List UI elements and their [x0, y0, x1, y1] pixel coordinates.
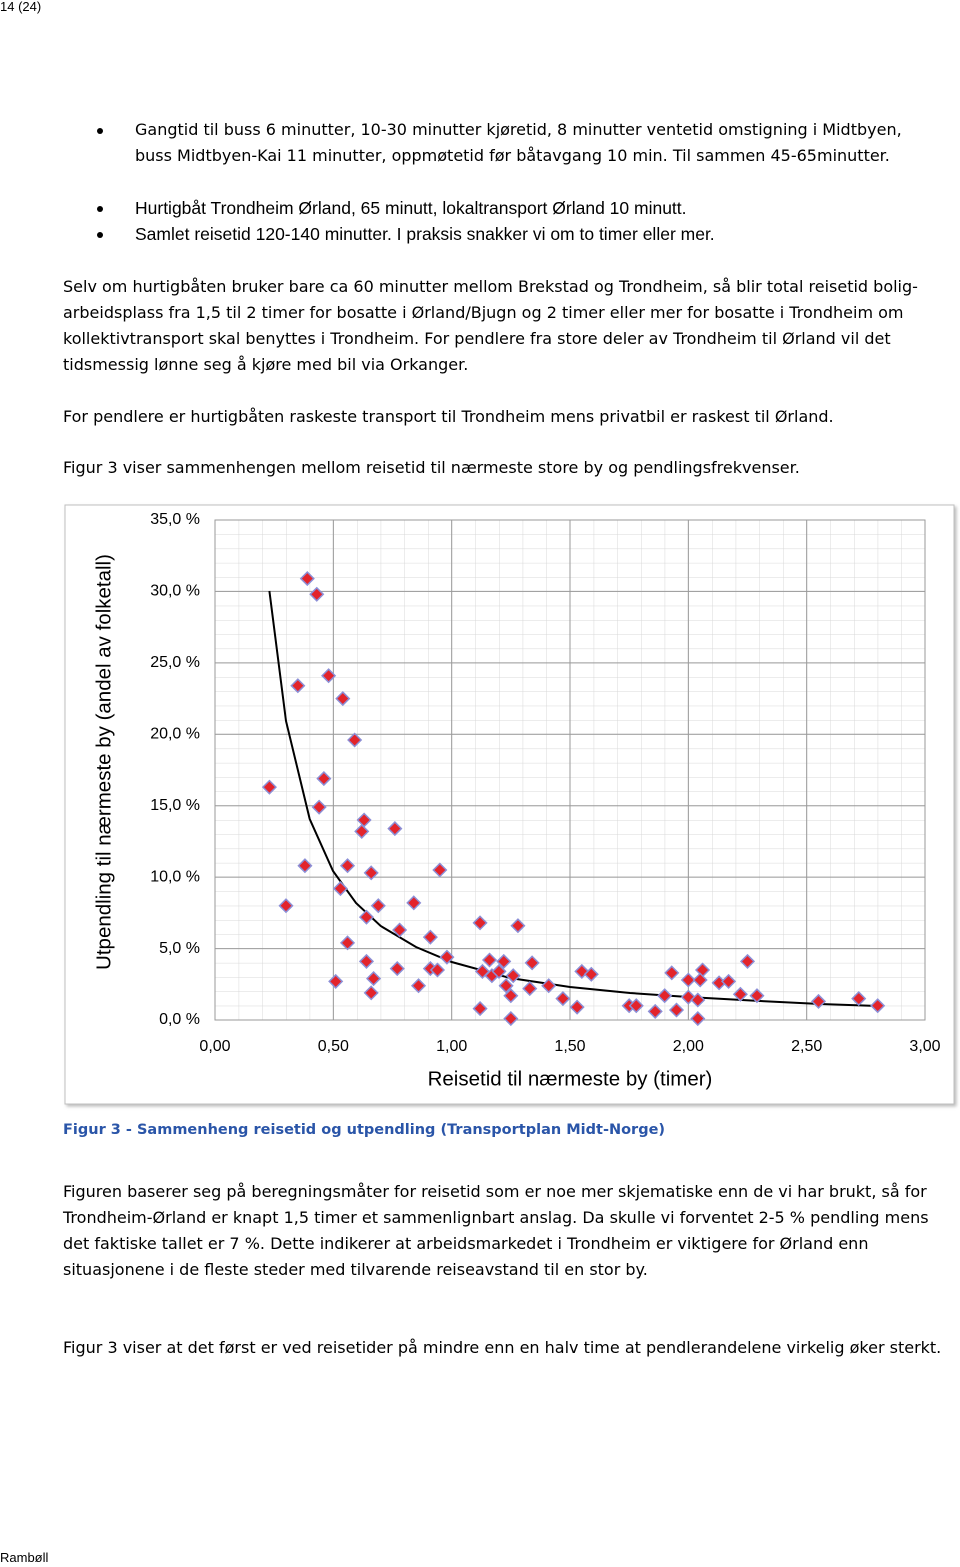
x-tick-label: 1,50 — [554, 1038, 585, 1055]
paragraph: Figur 3 viser at det først er ved reiset… — [63, 1338, 942, 1357]
data-point — [432, 862, 448, 878]
data-point — [410, 978, 427, 994]
data-point — [569, 999, 585, 1015]
page-number: 14 (24) — [0, 0, 42, 14]
x-tick-label: 2,50 — [791, 1038, 822, 1055]
bullet-text: Hurtigbåt Trondheim Ørland, 65 minutt, l… — [135, 198, 687, 218]
data-point — [321, 668, 337, 684]
data-point — [328, 973, 344, 989]
data-point — [732, 986, 748, 1002]
bullet-dot — [97, 232, 103, 238]
data-point — [358, 953, 375, 969]
data-point — [851, 991, 867, 1007]
data-point — [749, 988, 765, 1004]
data-point — [503, 1011, 519, 1027]
data-point — [668, 1002, 685, 1018]
data-point — [481, 952, 498, 968]
bullet-dot — [97, 128, 103, 134]
data-point — [692, 972, 708, 988]
data-point — [389, 961, 405, 977]
paragraph: For pendlere er hurtigbåten raskeste tra… — [63, 407, 834, 426]
data-point — [332, 881, 348, 897]
data-point — [657, 988, 673, 1004]
data-point — [574, 963, 590, 979]
data-point — [297, 858, 313, 874]
data-point — [387, 821, 403, 837]
data-point — [680, 972, 696, 988]
data-point — [363, 865, 379, 881]
data-point — [261, 779, 277, 795]
data-point — [339, 858, 356, 874]
data-point — [739, 953, 756, 969]
y-axis-title: Utpendling til nærmeste by (andel av fol… — [92, 554, 115, 970]
y-tick-label: 20,0 % — [150, 726, 200, 743]
data-point — [496, 953, 512, 969]
bullet-text: Gangtid til buss 6 minutter, 10-30 minut… — [135, 120, 902, 165]
data-point — [555, 991, 571, 1007]
data-point — [366, 971, 382, 987]
data-point — [358, 909, 375, 925]
data-point — [299, 571, 315, 587]
figure-caption: Figur 3 - Sammenheng reisetid og utpendl… — [63, 1122, 666, 1138]
x-tick-label: 1,00 — [436, 1038, 467, 1055]
data-point — [406, 895, 422, 911]
y-tick-label: 35,0 % — [150, 511, 200, 528]
x-tick-label: 0,50 — [318, 1038, 349, 1055]
data-point — [690, 1011, 706, 1027]
bullet-dot — [97, 206, 103, 212]
data-point — [647, 1003, 663, 1019]
data-point — [498, 978, 514, 994]
data-point — [505, 968, 521, 984]
data-point — [422, 929, 438, 945]
data-point — [335, 691, 351, 707]
paragraph: Selv om hurtigbåten bruker bare ca 60 mi… — [63, 277, 918, 374]
y-tick-label: 30,0 % — [150, 583, 200, 600]
data-point — [472, 915, 488, 931]
footer: Rambøll — [0, 1550, 49, 1565]
data-point — [664, 965, 680, 981]
data-point — [503, 988, 519, 1004]
data-point — [316, 771, 332, 787]
y-tick-label: 10,0 % — [150, 868, 200, 885]
x-tick-label: 3,00 — [909, 1038, 940, 1055]
data-point — [354, 823, 370, 839]
x-tick-label: 0,00 — [199, 1038, 230, 1055]
data-point — [472, 1001, 488, 1017]
data-point — [721, 973, 737, 989]
data-point — [311, 799, 327, 815]
trend-line — [268, 590, 878, 1007]
bullet-text: Samlet reisetid 120-140 minutter. I prak… — [135, 224, 715, 244]
x-tick-label: 2,00 — [673, 1038, 704, 1055]
data-point — [870, 998, 886, 1014]
data-point — [628, 998, 644, 1014]
data-point — [429, 962, 446, 978]
data-point — [474, 963, 490, 979]
data-point — [309, 586, 325, 602]
data-point — [392, 922, 408, 938]
data-point — [522, 981, 538, 997]
data-point — [439, 949, 455, 965]
data-point — [290, 678, 306, 694]
data-point — [524, 955, 540, 971]
data-point — [370, 898, 386, 914]
data-point — [583, 966, 599, 982]
data-point — [690, 992, 706, 1008]
data-point — [363, 985, 379, 1001]
data-point — [541, 978, 557, 994]
data-point — [278, 898, 294, 914]
data-point — [339, 935, 356, 951]
data-point — [347, 732, 363, 748]
paragraph: Figuren baserer seg på beregningsmåter f… — [63, 1182, 929, 1279]
x-axis-title: Reisetid til nærmeste by (timer) — [428, 1067, 713, 1090]
y-tick-label: 0,0 % — [159, 1011, 200, 1028]
y-tick-label: 15,0 % — [150, 797, 200, 814]
data-point — [491, 963, 507, 979]
data-point — [510, 918, 526, 934]
data-point — [810, 993, 827, 1009]
y-tick-label: 25,0 % — [150, 654, 200, 671]
paragraph: Figur 3 viser sammenhengen mellom reiset… — [63, 458, 800, 477]
y-tick-label: 5,0 % — [159, 940, 200, 957]
